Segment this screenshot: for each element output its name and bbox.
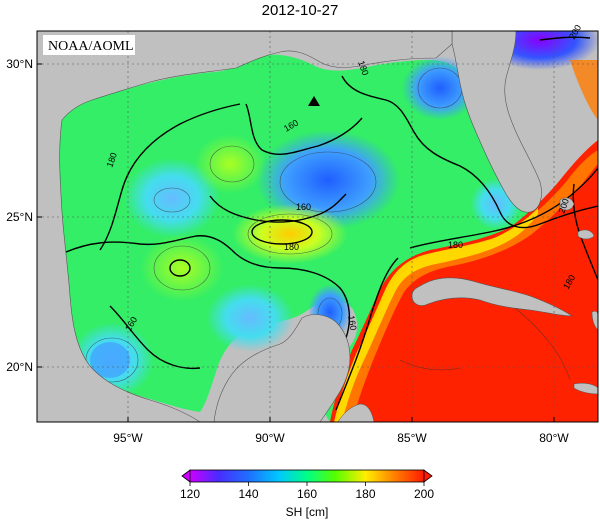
lon-tick-label: 90°W (255, 431, 285, 445)
central-warm-eddy (232, 204, 348, 264)
source-label: NOAA/AOML (48, 39, 134, 54)
page-title: 2012-10-27 (261, 2, 339, 19)
contour-label: 180 (356, 59, 371, 77)
jamaica-island (573, 382, 598, 395)
contour-label: 180 (284, 242, 299, 252)
contour-label: 180 (104, 151, 119, 169)
colorbar: 120 140 160 180 200 SH [cm] (180, 469, 434, 519)
atlantic-orange (570, 60, 598, 120)
colorbar-title: SH [cm] (286, 505, 329, 519)
station-marker-triangle (308, 96, 320, 106)
yellow-band-caribbean (334, 208, 538, 422)
colorbar-max-arrow (423, 469, 433, 483)
lon-tick-label: 80°W (539, 431, 569, 445)
lat-tick-label: 30°N (6, 57, 33, 71)
graticule (37, 31, 598, 422)
map-frame (36, 30, 599, 423)
colorbar-tick-label: 180 (355, 487, 375, 501)
contour-label: 180 (448, 240, 463, 250)
yucatan-peninsula (213, 314, 351, 422)
cuba-island (411, 277, 573, 317)
lon-tick-label: 95°W (113, 431, 143, 445)
colorbar-gradient (189, 469, 425, 483)
colorbar-tick-label: 140 (238, 487, 258, 501)
colorbar-tick-label: 200 (414, 487, 434, 501)
lat-tick-label: 25°N (6, 210, 33, 224)
west-cyan-eddy (124, 158, 220, 238)
central-america-coast (337, 403, 375, 422)
map-plot-area (37, 31, 598, 422)
major-contours (65, 36, 598, 411)
latitude-ticks: 30°N 25°N 20°N (6, 57, 42, 374)
colorbar-tick-label: 160 (297, 487, 317, 501)
contour-label: 160 (296, 202, 311, 212)
lat-tick-label: 20°N (6, 360, 33, 374)
colorbar-min-arrow (181, 469, 191, 483)
longitude-ticks: 95°W 90°W 85°W 80°W (113, 417, 569, 445)
north-lime-patch (194, 134, 266, 194)
lon-tick-label: 85°W (397, 431, 427, 445)
haiti-island (591, 310, 598, 331)
contour-labels: 180 160 160 180 160 180 160 180 200 180 … (104, 23, 583, 333)
south-cyan-patch (206, 284, 294, 352)
florida-peninsula (451, 31, 542, 213)
west-warm-eddy (140, 234, 224, 302)
contour-label: 160 (346, 315, 358, 332)
bahamas-islands (559, 197, 595, 240)
colorbar-tick-label: 120 (180, 487, 200, 501)
source-label-box (43, 35, 135, 55)
southwest-blue-core (90, 342, 130, 378)
contour-label: 200 (556, 197, 571, 215)
